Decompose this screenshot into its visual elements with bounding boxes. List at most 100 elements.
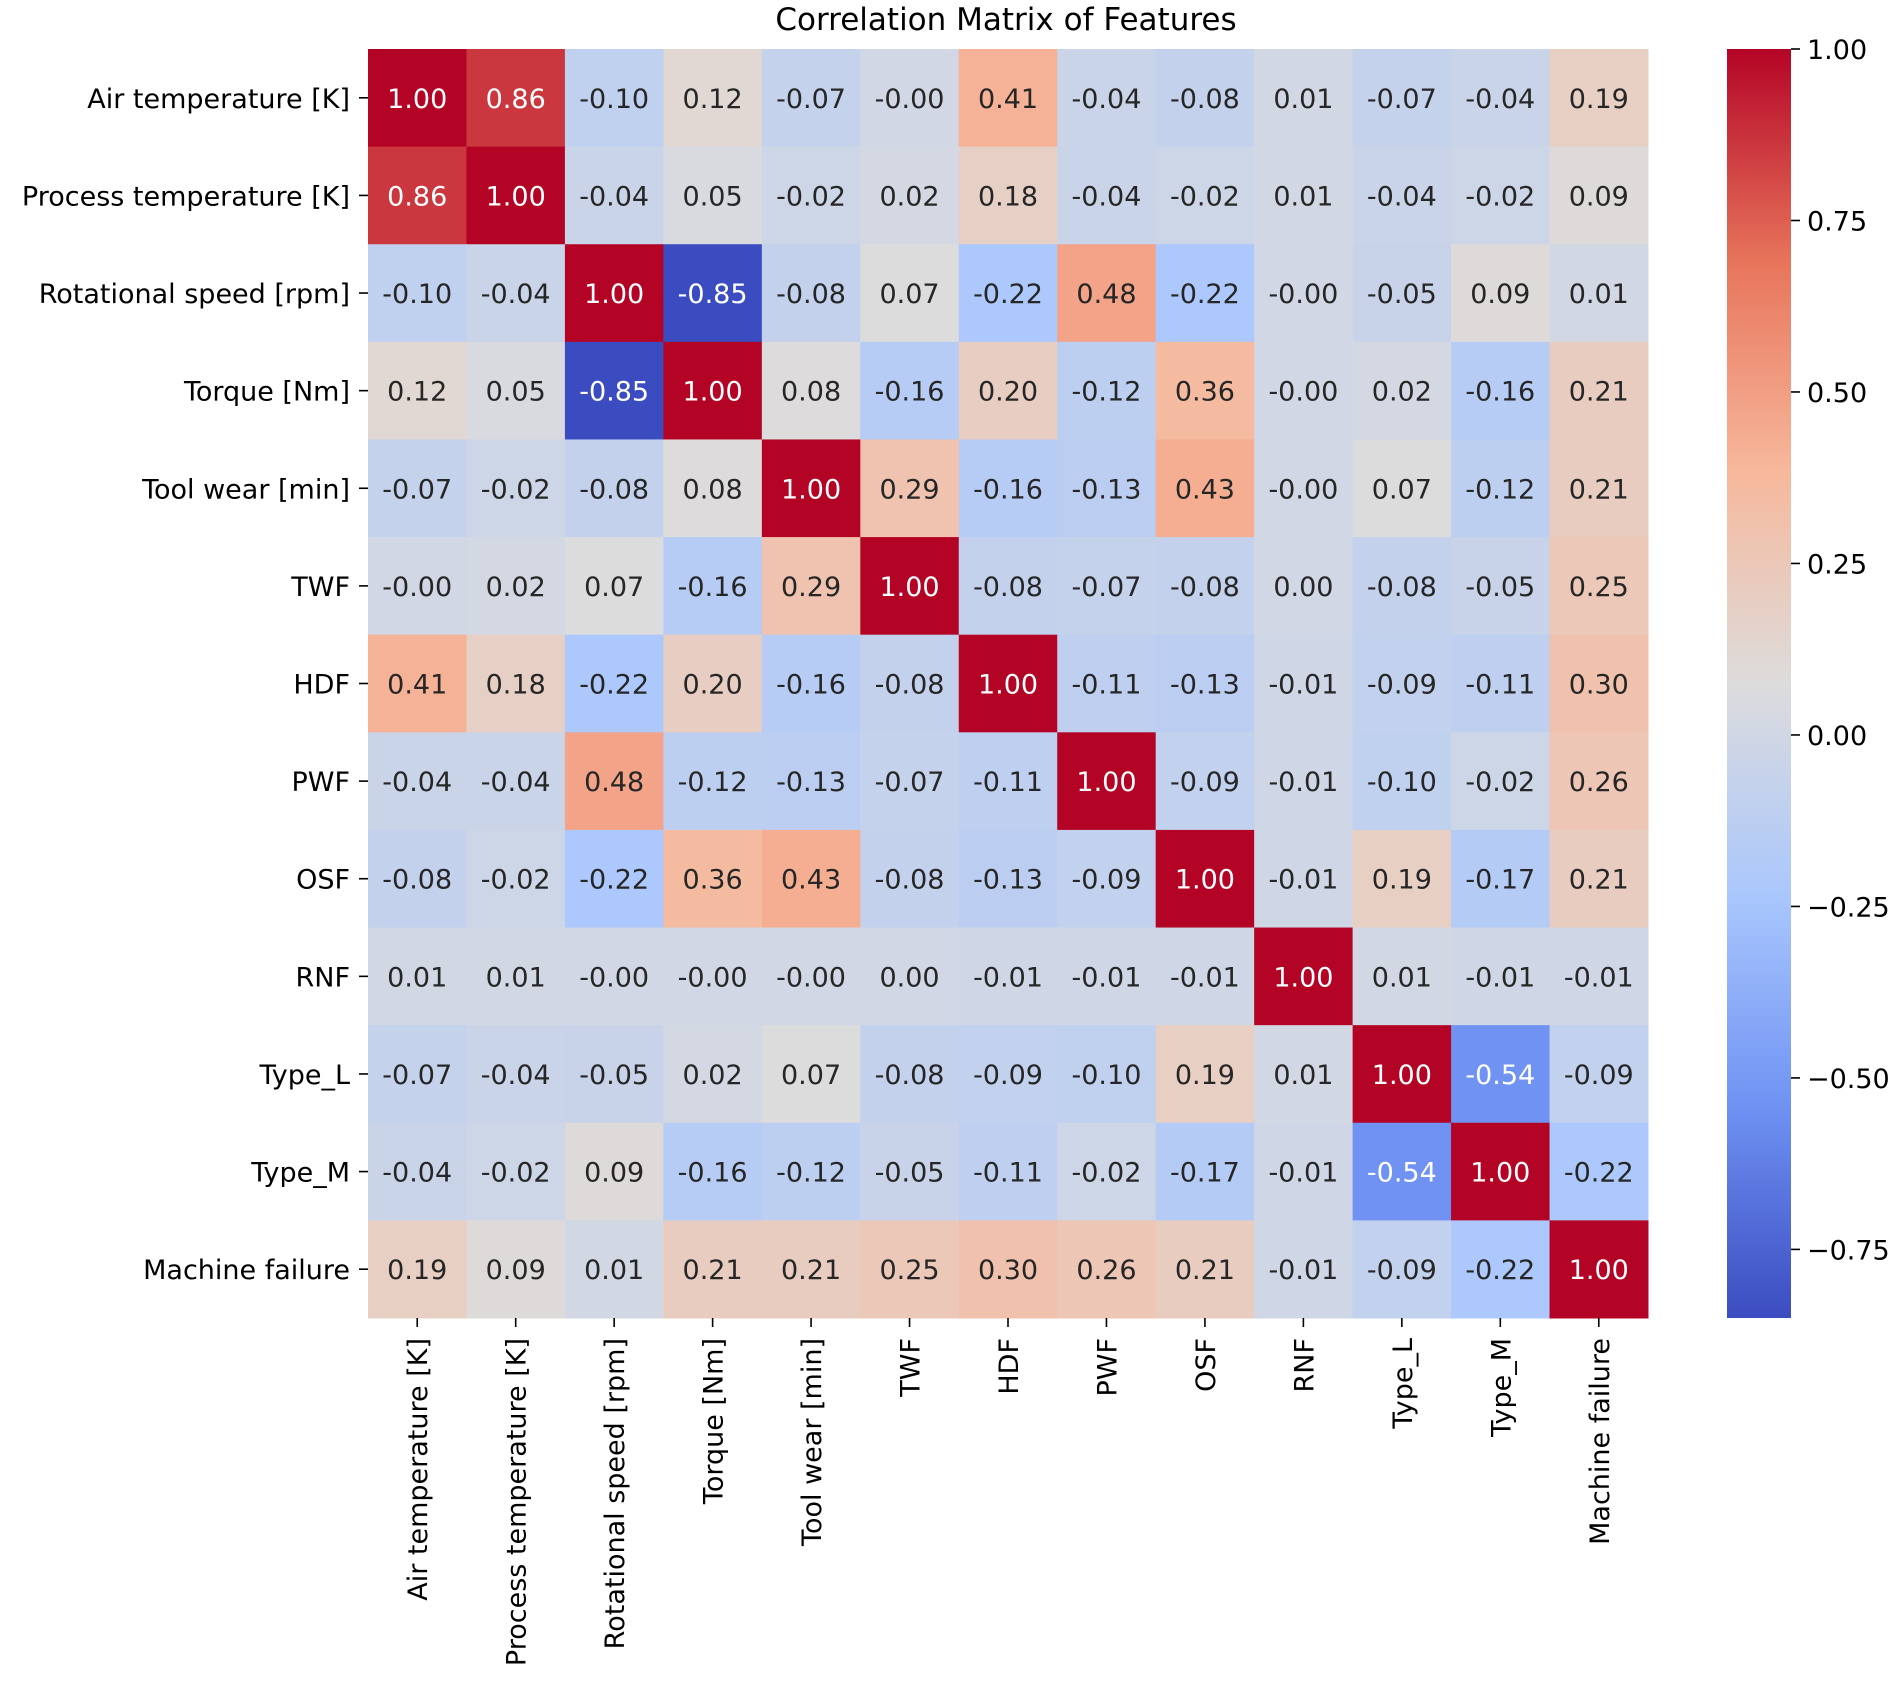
heatmap-cell: [368, 829, 467, 929]
heatmap-cell: [1352, 829, 1452, 929]
heatmap-cell: [1451, 1220, 1551, 1319]
heatmap-cell: [761, 1122, 861, 1221]
x-tick-label: OSF: [1191, 1338, 1222, 1392]
cell-value-label: 0.43: [1175, 474, 1235, 505]
y-tick-label: Process temperature [K]: [22, 181, 350, 212]
heatmap-cell: [1451, 244, 1551, 343]
cell-value-label: -0.10: [579, 84, 649, 115]
cell-value-label: -0.07: [1072, 572, 1142, 603]
cell-value-label: 0.19: [387, 1255, 447, 1286]
cell-value-label: -0.08: [1367, 572, 1437, 603]
heatmap-cell: [1057, 732, 1157, 831]
cell-value-label: -0.01: [1268, 767, 1338, 798]
heatmap-cell: [368, 49, 467, 148]
cell-value-label: 0.21: [683, 1255, 743, 1286]
heatmap-cell: [1352, 634, 1452, 733]
heatmap-cell: [1451, 1025, 1551, 1124]
cell-value-label: 1.00: [1175, 865, 1235, 896]
y-tick-label: OSF: [296, 865, 350, 896]
heatmap-cell: [466, 146, 566, 245]
heatmap-cell: [761, 244, 861, 343]
cell-value-label: -0.12: [776, 1158, 846, 1189]
heatmap-cell: [368, 634, 467, 733]
cell-value-label: -0.01: [1268, 1255, 1338, 1286]
cell-value-label: 0.21: [1569, 865, 1629, 896]
heatmap-cell: [860, 244, 960, 343]
cell-value-label: 0.36: [1175, 377, 1235, 408]
cell-value-label: 0.41: [978, 84, 1038, 115]
heatmap-cell: [1451, 439, 1551, 538]
heatmap-cell: [860, 1220, 960, 1319]
heatmap-cell: [466, 1220, 566, 1319]
cell-value-label: -0.00: [579, 962, 649, 993]
heatmap-cell: [761, 634, 861, 733]
heatmap-cell: [1352, 341, 1452, 440]
heatmap-cell: [1549, 1122, 1649, 1221]
cell-value-label: -0.00: [875, 84, 945, 115]
cell-value-label: -0.16: [678, 572, 748, 603]
y-tick-label: TWF: [290, 572, 350, 603]
heatmap-cell: [1155, 829, 1255, 929]
cell-value-label: 1.00: [879, 572, 939, 603]
heatmap-cell: [1352, 244, 1452, 343]
cell-value-label: -0.09: [1170, 767, 1240, 798]
heatmap-cell: [860, 927, 960, 1026]
cell-value-label: 0.30: [978, 1255, 1038, 1286]
heatmap-cell: [466, 927, 566, 1026]
heatmap-cell: [1549, 1025, 1649, 1124]
heatmap-cell: [1451, 49, 1551, 148]
cell-value-label: 0.12: [387, 377, 447, 408]
cell-value-label: -0.02: [1072, 1158, 1142, 1189]
heatmap-cell: [958, 732, 1058, 831]
cell-value-label: 0.21: [1175, 1255, 1235, 1286]
heatmap-cell: [1352, 1025, 1452, 1124]
heatmap-cell: [1352, 537, 1452, 636]
heatmap-cell: [1254, 341, 1354, 440]
heatmap-cell: [564, 829, 664, 929]
heatmap-cell: [1254, 634, 1354, 733]
heatmap-cell: [761, 537, 861, 636]
cell-value-label: -0.02: [1465, 767, 1535, 798]
cell-value-label: -0.09: [1072, 865, 1142, 896]
cell-value-label: 0.01: [486, 962, 546, 993]
cell-value-label: -0.04: [382, 767, 452, 798]
heatmap-cell: [1549, 341, 1649, 440]
heatmap-cell: [663, 146, 763, 245]
heatmap-cell-labels: 1.00 0.86 -0.10 0.12 -0.07 -0.00 0.41 -0.04 -0.0…: [382, 84, 1633, 1286]
heatmap-cell: [368, 1220, 467, 1319]
cell-value-label: -0.54: [1465, 1060, 1535, 1091]
heatmap-cell: [1155, 439, 1255, 538]
heatmap-cell: [466, 1025, 566, 1124]
cell-value-label: -0.09: [1367, 1255, 1437, 1286]
cell-value-label: -0.00: [1268, 279, 1338, 310]
heatmap-cell: [663, 927, 763, 1026]
cell-value-label: -0.10: [1072, 1060, 1142, 1091]
cell-value-label: -0.01: [1268, 670, 1338, 701]
heatmap-cell: [368, 1122, 467, 1221]
heatmap-cell: [368, 439, 467, 538]
cell-value-label: -0.01: [1072, 962, 1142, 993]
x-tick-label: PWF: [1092, 1338, 1123, 1397]
heatmap-cell: [1155, 49, 1255, 148]
cell-value-label: 0.21: [1569, 474, 1629, 505]
heatmap-cell: [663, 244, 763, 343]
heatmap-cell: [663, 341, 763, 440]
heatmap-cell: [958, 1025, 1058, 1124]
heatmap-cell: [1451, 634, 1551, 733]
cell-value-label: 0.02: [1372, 377, 1432, 408]
colorbar-tick-label: 0.25: [1807, 549, 1867, 580]
heatmap-cell: [1352, 1220, 1452, 1319]
x-axis: Air temperature [K] Process temperature […: [403, 1318, 1616, 1666]
cell-value-label: 0.07: [1372, 474, 1432, 505]
heatmap-cell: [1057, 537, 1157, 636]
cell-value-label: 0.29: [781, 572, 841, 603]
cell-value-label: -0.01: [1564, 962, 1634, 993]
cell-value-label: 0.25: [879, 1255, 939, 1286]
cell-value-label: -0.16: [973, 474, 1043, 505]
cell-value-label: 1.00: [584, 279, 644, 310]
colorbar-tick-label: 0.50: [1807, 378, 1867, 409]
cell-value-label: 1.00: [683, 377, 743, 408]
heatmap-cell: [1057, 829, 1157, 929]
cell-value-label: -0.10: [1367, 767, 1437, 798]
heatmap-cell: [1155, 1025, 1255, 1124]
